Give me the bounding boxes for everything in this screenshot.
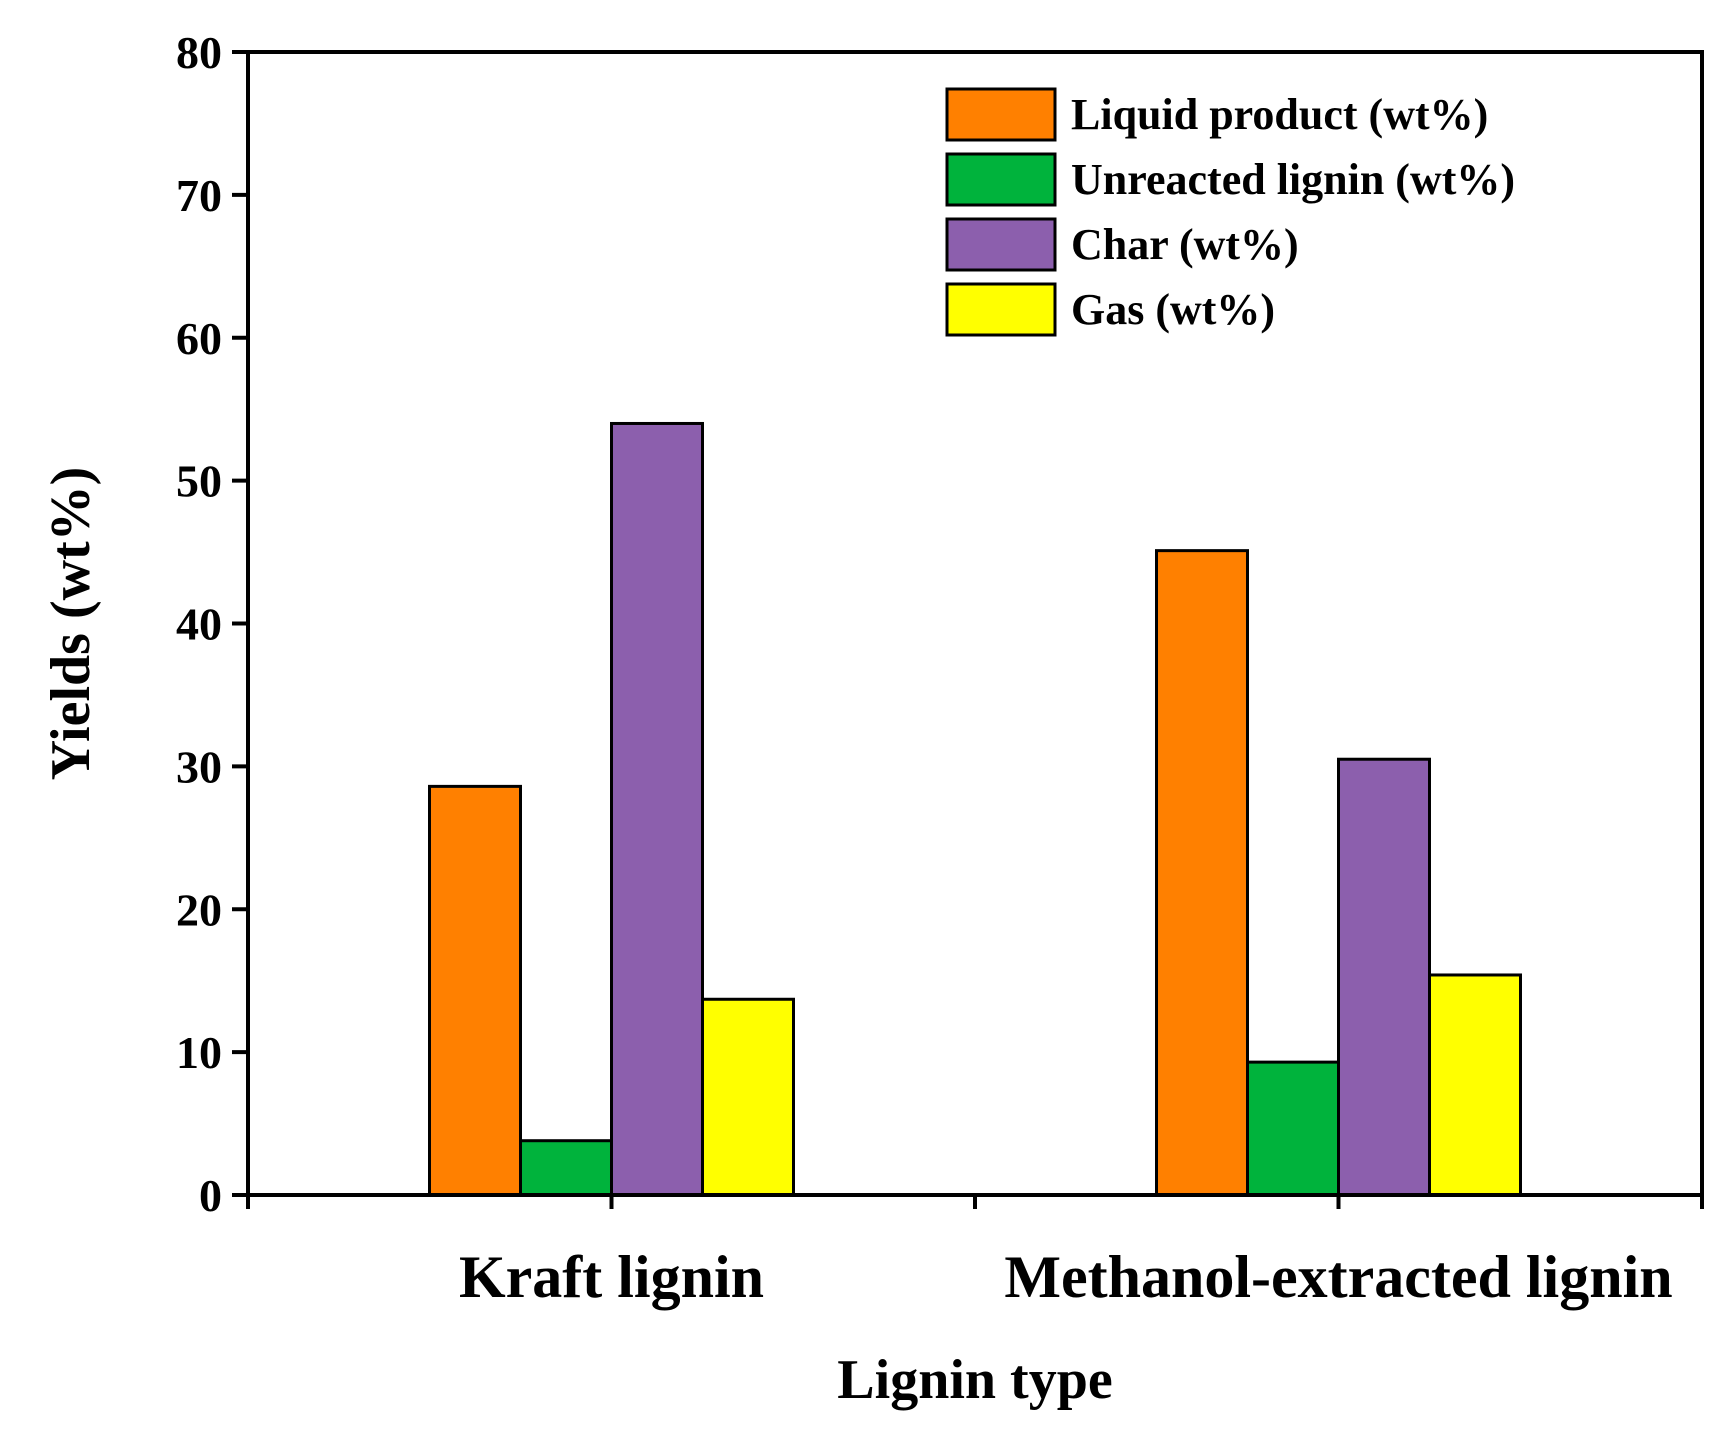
- legend-swatch: [945, 87, 1057, 142]
- bar: [1428, 973, 1522, 1197]
- x-tick-label: Methanol-extracted lignin: [1004, 1244, 1672, 1310]
- y-tick-label: 40: [176, 599, 222, 650]
- legend-swatch: [945, 217, 1057, 272]
- bar: [701, 997, 795, 1197]
- y-tick-label: 60: [176, 313, 222, 364]
- legend-label: Char (wt%): [1071, 220, 1299, 269]
- y-tick-label: 50: [176, 456, 222, 507]
- y-tick-label: 30: [176, 741, 222, 792]
- legend-swatch: [945, 282, 1057, 337]
- y-axis: 0 10 20 30 40 50 60 70 80: [176, 27, 248, 1221]
- y-tick-label: 20: [176, 884, 222, 935]
- y-tick-label: 80: [176, 27, 222, 78]
- bar: [610, 421, 704, 1197]
- y-tick-label: 70: [176, 170, 222, 221]
- bar: [428, 784, 522, 1197]
- y-axis-title: Yields (wt%): [40, 467, 102, 781]
- legend: Liquid product (wt%) Unreacted lignin (wt…: [945, 87, 1515, 337]
- y-tick-label: 0: [199, 1170, 222, 1221]
- bar: [1337, 757, 1431, 1197]
- bar: [1246, 1060, 1340, 1197]
- bar: [519, 1139, 613, 1197]
- y-tick-label: 10: [176, 1027, 222, 1078]
- legend-label: Gas (wt%): [1071, 285, 1275, 334]
- x-axis-title: Lignin type: [837, 1349, 1112, 1411]
- bars-group: [428, 421, 1522, 1197]
- bar: [1155, 549, 1249, 1197]
- legend-label: Unreacted lignin (wt%): [1071, 155, 1515, 204]
- x-tick-label: Kraft lignin: [459, 1244, 764, 1310]
- legend-swatch: [945, 152, 1057, 207]
- legend-label: Liquid product (wt%): [1071, 90, 1488, 139]
- x-axis: Kraft lignin Methanol-extracted lignin: [246, 1195, 1704, 1310]
